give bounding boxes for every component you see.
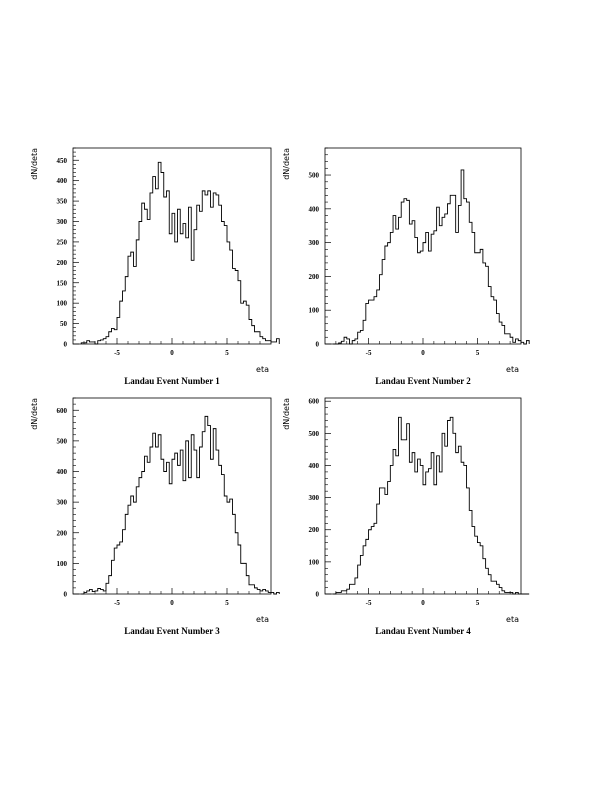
y-tick-label: 100: [57, 300, 68, 308]
x-tick-label: 0: [421, 349, 425, 357]
y-tick-label: 0: [316, 341, 320, 349]
panel-title: Landau Event Number 4: [375, 626, 471, 636]
y-tick-label: 300: [57, 218, 68, 226]
x-tick-label: 5: [225, 599, 229, 607]
y-tick-label: 50: [60, 320, 68, 328]
y-tick-label: 0: [64, 591, 68, 599]
x-tick-label: -5: [366, 599, 372, 607]
plot-frame: [324, 397, 522, 595]
y-tick-label: 100: [309, 307, 320, 315]
histogram-series: [333, 169, 530, 345]
y-tick-label: 400: [57, 177, 68, 185]
y-tick-label: 300: [309, 239, 320, 247]
y-tick-label: 500: [309, 430, 320, 438]
y-tick-label: 500: [57, 437, 68, 445]
x-tick-label: 0: [421, 599, 425, 607]
y-tick-label: 200: [57, 259, 68, 267]
panel-title: Landau Event Number 3: [124, 626, 220, 636]
x-tick-label: 5: [476, 599, 480, 607]
y-axis-label: dN/deta: [282, 148, 291, 180]
chart-panel-1: 0 50 100 150 200 250 300 350 400 450 -5 0 5 dN/deta et…: [30, 147, 280, 386]
y-tick-label: 200: [57, 529, 68, 537]
y-tick-label: 300: [57, 499, 68, 507]
y-axis-label: dN/deta: [30, 148, 39, 180]
y-tick-label: 200: [309, 526, 320, 534]
y-tick-label: 500: [309, 172, 320, 180]
y-tick-label: 400: [57, 468, 68, 476]
y-tick-label: 600: [309, 398, 320, 406]
y-tick-label: 200: [309, 273, 320, 281]
y-tick-label: 600: [57, 407, 68, 415]
y-tick-label: 100: [57, 560, 68, 568]
y-tick-label: 400: [309, 462, 320, 470]
x-tick-label: -5: [114, 349, 120, 357]
y-tick-label: 450: [57, 157, 68, 165]
plot-frame: [72, 147, 272, 345]
x-tick-label: 0: [170, 599, 174, 607]
y-tick-label: 300: [309, 494, 320, 502]
y-tick-label: 0: [316, 591, 320, 599]
x-tick-label: 0: [170, 349, 174, 357]
y-axis-label: dN/deta: [282, 398, 291, 430]
y-tick-label: 150: [57, 279, 68, 287]
chart-panel-3: 0 100 200 300 400 500 600 -5 0 5 dN/deta eta Landau …: [30, 397, 280, 636]
histogram-series: [80, 161, 280, 345]
chart-panel-2: 0 100 200 300 400 500 -5 0 5 dN/deta eta Landau Eve…: [282, 147, 530, 386]
y-tick-label: 100: [309, 558, 320, 566]
y-tick-label: 350: [57, 198, 68, 206]
x-tick-label: -5: [114, 599, 120, 607]
y-tick-label: 250: [57, 238, 68, 246]
x-axis-label: eta: [506, 365, 519, 374]
x-axis-label: eta: [256, 615, 269, 624]
x-axis-label: eta: [256, 365, 269, 374]
x-tick-label: 5: [476, 349, 480, 357]
x-tick-label: -5: [366, 349, 372, 357]
chart-panel-4: 0 100 200 300 400 500 600 -5 0 5 dN/deta eta Landau …: [282, 397, 530, 636]
x-axis-label: eta: [506, 615, 519, 624]
y-tick-label: 400: [309, 205, 320, 213]
histogram-series: [333, 416, 530, 595]
y-tick-label: 0: [64, 341, 68, 349]
panel-title: Landau Event Number 2: [375, 376, 471, 386]
x-tick-label: 5: [225, 349, 229, 357]
panel-title: Landau Event Number 1: [124, 376, 220, 386]
plot-frame: [72, 397, 272, 595]
y-axis-label: dN/deta: [30, 398, 39, 430]
histogram-series: [81, 415, 280, 595]
